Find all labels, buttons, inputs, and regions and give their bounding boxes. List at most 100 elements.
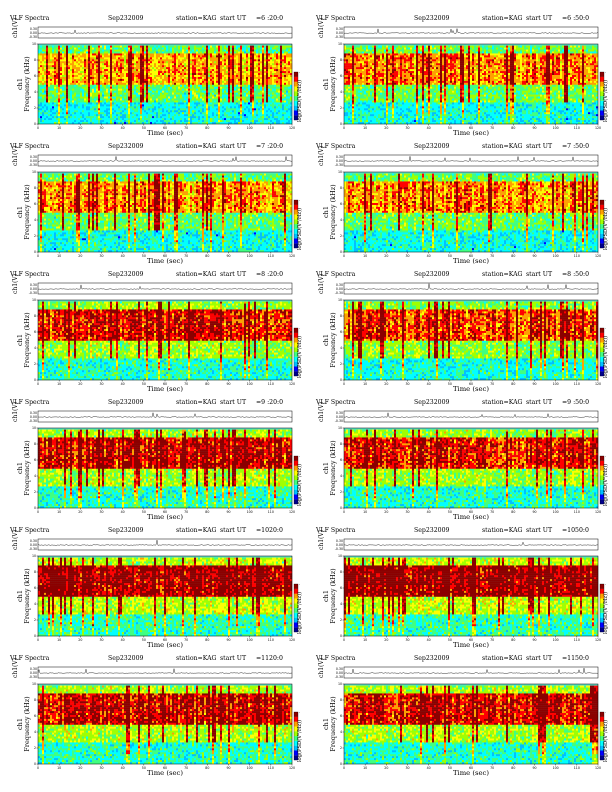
x-tick-label: 70 [490, 510, 494, 514]
waveform-y-label: ch1(V) [318, 146, 325, 166]
y-tick-label: 10 [338, 682, 342, 686]
x-tick-label: 10 [363, 382, 367, 386]
y-tick-label: 2 [340, 234, 342, 238]
waveform-y-label: ch1(V) [12, 274, 19, 294]
x-tick-label: 20 [384, 382, 388, 386]
y-tick-label: 4 [340, 474, 342, 478]
waveform-y-label: ch1(V) [12, 530, 19, 550]
x-tick-label: 20 [384, 510, 388, 514]
x-axis-label: Time (sec) [147, 385, 183, 393]
spectrogram-panel: VLF Spectra Sep232009 station=KAG start UT =… [314, 270, 604, 394]
x-tick-label: 30 [405, 510, 409, 514]
colorbar-label: log(PSD(V²/Hz)) [296, 464, 303, 506]
waveform-y-label: ch1(V) [318, 658, 325, 678]
y-tick-label: 6 [340, 202, 342, 206]
y-tick-label: 2 [34, 362, 36, 366]
y-label-frequency: Frequency (kHz) [23, 568, 31, 624]
waveform-frame [38, 411, 292, 422]
y-label-frequency: Frequency (kHz) [329, 696, 337, 752]
y-tick-label: 10 [32, 682, 36, 686]
y-tick-label: 0 [340, 506, 342, 510]
y-tick-label: 2 [34, 234, 36, 238]
colorbar-label: log(PSD(V²/Hz)) [296, 336, 303, 378]
x-tick-label: 40 [121, 766, 125, 770]
colorbar-tick-label: - [605, 70, 606, 74]
y-tick-label: 8 [34, 58, 36, 62]
x-tick-label: 50 [448, 638, 452, 642]
y-tick-label: 4 [34, 218, 36, 222]
y-tick-label: 0 [340, 762, 342, 766]
y-tick-label: 10 [32, 170, 36, 174]
x-tick-label: 100 [553, 254, 559, 258]
x-tick-label: 90 [226, 638, 230, 642]
x-tick-label: 110 [574, 126, 580, 130]
waveform-y-tick-label: -0.30 [335, 35, 343, 39]
x-axis-label: Time (sec) [453, 641, 489, 649]
spectrogram-panel: VLF Spectra Sep232009 station=KAG start UT =… [8, 654, 298, 778]
x-tick-label: 70 [184, 254, 188, 258]
colorbar-label: log(PSD(V²/Hz)) [602, 464, 609, 506]
x-tick-label: 50 [142, 638, 146, 642]
colorbar-label: log(PSD(V²/Hz)) [602, 208, 609, 250]
x-tick-label: 40 [121, 510, 125, 514]
y-tick-label: 4 [340, 90, 342, 94]
waveform-y-tick-label: -0.30 [29, 419, 37, 423]
y-tick-label: 10 [338, 298, 342, 302]
x-tick-label: 90 [226, 254, 230, 258]
x-tick-label: 70 [184, 510, 188, 514]
x-tick-label: 30 [405, 382, 409, 386]
colorbar-tick-label: - [299, 710, 300, 714]
x-tick-label: 30 [99, 638, 103, 642]
waveform-y-tick-label: -0.30 [335, 547, 343, 551]
x-tick-label: 40 [427, 126, 431, 130]
y-tick-label: 6 [34, 714, 36, 718]
x-tick-label: 30 [99, 126, 103, 130]
x-tick-label: 10 [363, 766, 367, 770]
y-tick-label: 0 [34, 378, 36, 382]
waveform-y-label: ch1(V) [12, 658, 19, 678]
spectrogram-panel: VLF Spectra Sep232009 station=KAG start UT =… [314, 142, 604, 266]
waveform-y-tick-label: -0.30 [29, 35, 37, 39]
x-tick-label: 80 [511, 382, 515, 386]
waveform-y-tick-label: -0.30 [335, 291, 343, 295]
x-tick-label: 0 [343, 382, 345, 386]
x-tick-label: 110 [268, 766, 274, 770]
x-tick-label: 80 [511, 510, 515, 514]
y-tick-label: 4 [340, 218, 342, 222]
y-tick-label: 6 [340, 458, 342, 462]
colorbar-tick-label: - [605, 326, 606, 330]
y-tick-label: 8 [340, 570, 342, 574]
x-tick-label: 120 [595, 638, 601, 642]
x-tick-label: 20 [384, 766, 388, 770]
colorbar-label: log(PSD(V²/Hz)) [296, 720, 303, 762]
y-tick-label: 8 [340, 442, 342, 446]
x-tick-label: 50 [448, 382, 452, 386]
y-tick-label: 2 [340, 490, 342, 494]
x-tick-label: 110 [574, 766, 580, 770]
y-tick-label: 0 [340, 250, 342, 254]
x-tick-label: 110 [268, 510, 274, 514]
y-tick-label: 4 [34, 90, 36, 94]
y-tick-label: 4 [34, 730, 36, 734]
colorbar-segment [600, 328, 604, 333]
x-axis-label: Time (sec) [453, 129, 489, 137]
colorbar-tick-label: - [605, 454, 606, 458]
x-tick-label: 120 [289, 254, 295, 258]
y-tick-label: 10 [32, 426, 36, 430]
y-tick-label: 10 [338, 426, 342, 430]
x-tick-label: 10 [363, 638, 367, 642]
x-axis-label: Time (sec) [147, 769, 183, 777]
x-tick-label: 10 [57, 254, 61, 258]
x-axis-label: Time (sec) [453, 769, 489, 777]
x-tick-label: 40 [121, 382, 125, 386]
x-tick-label: 80 [511, 254, 515, 258]
x-tick-label: 120 [595, 510, 601, 514]
waveform-y-label: ch1(V) [318, 530, 325, 550]
x-tick-label: 110 [268, 126, 274, 130]
